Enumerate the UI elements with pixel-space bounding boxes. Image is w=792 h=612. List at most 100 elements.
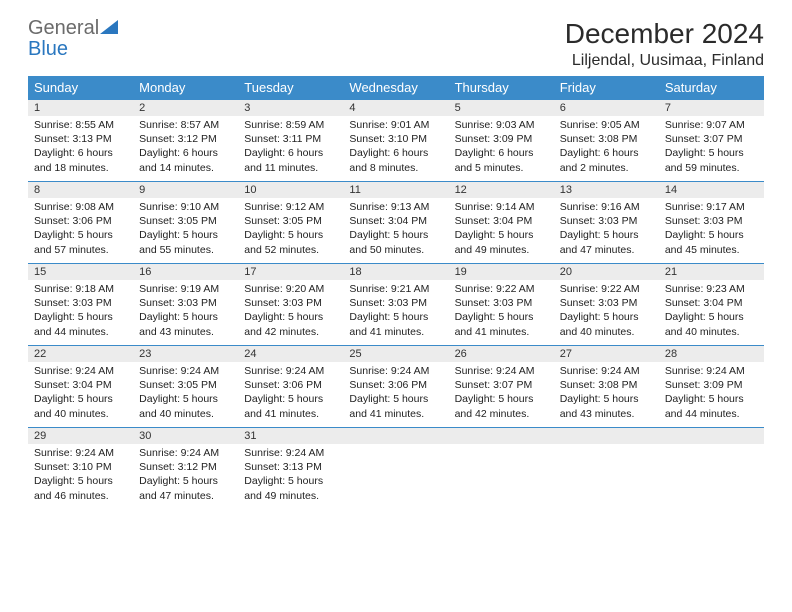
calendar-day-cell: 16Sunrise: 9:19 AMSunset: 3:03 PMDayligh… bbox=[133, 264, 238, 346]
weekday-header: Tuesday bbox=[238, 76, 343, 100]
day-details: Sunrise: 9:14 AMSunset: 3:04 PMDaylight:… bbox=[449, 198, 554, 261]
day-details: Sunrise: 9:24 AMSunset: 3:06 PMDaylight:… bbox=[343, 362, 448, 425]
day-details: Sunrise: 9:17 AMSunset: 3:03 PMDaylight:… bbox=[659, 198, 764, 261]
day-details: Sunrise: 9:01 AMSunset: 3:10 PMDaylight:… bbox=[343, 116, 448, 179]
day-details: Sunrise: 9:24 AMSunset: 3:09 PMDaylight:… bbox=[659, 362, 764, 425]
day-number: 9 bbox=[133, 182, 238, 198]
day-number: 20 bbox=[554, 264, 659, 280]
calendar-day-cell: 15Sunrise: 9:18 AMSunset: 3:03 PMDayligh… bbox=[28, 264, 133, 346]
calendar-week-row: 29Sunrise: 9:24 AMSunset: 3:10 PMDayligh… bbox=[28, 428, 764, 510]
calendar-head: SundayMondayTuesdayWednesdayThursdayFrid… bbox=[28, 76, 764, 100]
day-details: Sunrise: 9:18 AMSunset: 3:03 PMDaylight:… bbox=[28, 280, 133, 343]
day-number: 13 bbox=[554, 182, 659, 198]
calendar-day-cell: 20Sunrise: 9:22 AMSunset: 3:03 PMDayligh… bbox=[554, 264, 659, 346]
day-number: 12 bbox=[449, 182, 554, 198]
logo-text-block: General Blue bbox=[28, 18, 118, 60]
day-number: 2 bbox=[133, 100, 238, 116]
day-number: 27 bbox=[554, 346, 659, 362]
logo: General Blue bbox=[28, 18, 118, 60]
weekday-header: Saturday bbox=[659, 76, 764, 100]
day-number: 5 bbox=[449, 100, 554, 116]
calendar-day-cell: 24Sunrise: 9:24 AMSunset: 3:06 PMDayligh… bbox=[238, 346, 343, 428]
day-details: Sunrise: 9:22 AMSunset: 3:03 PMDaylight:… bbox=[554, 280, 659, 343]
calendar-day-cell: 17Sunrise: 9:20 AMSunset: 3:03 PMDayligh… bbox=[238, 264, 343, 346]
calendar-day-cell: 2Sunrise: 8:57 AMSunset: 3:12 PMDaylight… bbox=[133, 100, 238, 182]
calendar-day-cell: 3Sunrise: 8:59 AMSunset: 3:11 PMDaylight… bbox=[238, 100, 343, 182]
weekday-header: Wednesday bbox=[343, 76, 448, 100]
calendar-day-cell: 4Sunrise: 9:01 AMSunset: 3:10 PMDaylight… bbox=[343, 100, 448, 182]
day-details: Sunrise: 9:16 AMSunset: 3:03 PMDaylight:… bbox=[554, 198, 659, 261]
calendar-day-cell: 27Sunrise: 9:24 AMSunset: 3:08 PMDayligh… bbox=[554, 346, 659, 428]
calendar-day-cell: 18Sunrise: 9:21 AMSunset: 3:03 PMDayligh… bbox=[343, 264, 448, 346]
day-details: Sunrise: 9:22 AMSunset: 3:03 PMDaylight:… bbox=[449, 280, 554, 343]
day-details: Sunrise: 9:07 AMSunset: 3:07 PMDaylight:… bbox=[659, 116, 764, 179]
calendar-day-cell: 8Sunrise: 9:08 AMSunset: 3:06 PMDaylight… bbox=[28, 182, 133, 264]
calendar-day-cell: 6Sunrise: 9:05 AMSunset: 3:08 PMDaylight… bbox=[554, 100, 659, 182]
calendar-day-cell: 14Sunrise: 9:17 AMSunset: 3:03 PMDayligh… bbox=[659, 182, 764, 264]
calendar-empty-cell bbox=[659, 428, 764, 510]
day-details: Sunrise: 8:57 AMSunset: 3:12 PMDaylight:… bbox=[133, 116, 238, 179]
day-number: 16 bbox=[133, 264, 238, 280]
day-details: Sunrise: 9:24 AMSunset: 3:05 PMDaylight:… bbox=[133, 362, 238, 425]
title-block: December 2024 Liljendal, Uusimaa, Finlan… bbox=[565, 18, 764, 70]
calendar-day-cell: 5Sunrise: 9:03 AMSunset: 3:09 PMDaylight… bbox=[449, 100, 554, 182]
day-details: Sunrise: 9:24 AMSunset: 3:08 PMDaylight:… bbox=[554, 362, 659, 425]
day-number: 1 bbox=[28, 100, 133, 116]
month-title: December 2024 bbox=[565, 18, 764, 50]
day-number: 19 bbox=[449, 264, 554, 280]
day-number: 22 bbox=[28, 346, 133, 362]
day-details: Sunrise: 9:24 AMSunset: 3:12 PMDaylight:… bbox=[133, 444, 238, 507]
calendar-week-row: 15Sunrise: 9:18 AMSunset: 3:03 PMDayligh… bbox=[28, 264, 764, 346]
day-number: 23 bbox=[133, 346, 238, 362]
day-details: Sunrise: 9:24 AMSunset: 3:04 PMDaylight:… bbox=[28, 362, 133, 425]
calendar-day-cell: 9Sunrise: 9:10 AMSunset: 3:05 PMDaylight… bbox=[133, 182, 238, 264]
calendar-day-cell: 30Sunrise: 9:24 AMSunset: 3:12 PMDayligh… bbox=[133, 428, 238, 510]
calendar-table: SundayMondayTuesdayWednesdayThursdayFrid… bbox=[28, 76, 764, 510]
weekday-header: Sunday bbox=[28, 76, 133, 100]
day-details: Sunrise: 9:10 AMSunset: 3:05 PMDaylight:… bbox=[133, 198, 238, 261]
calendar-empty-cell bbox=[449, 428, 554, 510]
calendar-week-row: 8Sunrise: 9:08 AMSunset: 3:06 PMDaylight… bbox=[28, 182, 764, 264]
weekday-header: Friday bbox=[554, 76, 659, 100]
day-number: 10 bbox=[238, 182, 343, 198]
day-number: 8 bbox=[28, 182, 133, 198]
calendar-day-cell: 31Sunrise: 9:24 AMSunset: 3:13 PMDayligh… bbox=[238, 428, 343, 510]
day-details: Sunrise: 9:03 AMSunset: 3:09 PMDaylight:… bbox=[449, 116, 554, 179]
day-number: 3 bbox=[238, 100, 343, 116]
day-number: 21 bbox=[659, 264, 764, 280]
day-number: 25 bbox=[343, 346, 448, 362]
day-details: Sunrise: 9:24 AMSunset: 3:13 PMDaylight:… bbox=[238, 444, 343, 507]
day-number: 4 bbox=[343, 100, 448, 116]
day-number: 17 bbox=[238, 264, 343, 280]
day-details: Sunrise: 9:20 AMSunset: 3:03 PMDaylight:… bbox=[238, 280, 343, 343]
location-subtitle: Liljendal, Uusimaa, Finland bbox=[565, 52, 764, 70]
calendar-day-cell: 22Sunrise: 9:24 AMSunset: 3:04 PMDayligh… bbox=[28, 346, 133, 428]
day-details: Sunrise: 9:08 AMSunset: 3:06 PMDaylight:… bbox=[28, 198, 133, 261]
calendar-day-cell: 12Sunrise: 9:14 AMSunset: 3:04 PMDayligh… bbox=[449, 182, 554, 264]
calendar-day-cell: 23Sunrise: 9:24 AMSunset: 3:05 PMDayligh… bbox=[133, 346, 238, 428]
calendar-day-cell: 7Sunrise: 9:07 AMSunset: 3:07 PMDaylight… bbox=[659, 100, 764, 182]
weekday-header-row: SundayMondayTuesdayWednesdayThursdayFrid… bbox=[28, 76, 764, 100]
day-details: Sunrise: 9:24 AMSunset: 3:10 PMDaylight:… bbox=[28, 444, 133, 507]
triangle-icon bbox=[100, 20, 118, 34]
calendar-empty-cell bbox=[554, 428, 659, 510]
day-number: 29 bbox=[28, 428, 133, 444]
day-details: Sunrise: 9:12 AMSunset: 3:05 PMDaylight:… bbox=[238, 198, 343, 261]
calendar-week-row: 22Sunrise: 9:24 AMSunset: 3:04 PMDayligh… bbox=[28, 346, 764, 428]
calendar-day-cell: 26Sunrise: 9:24 AMSunset: 3:07 PMDayligh… bbox=[449, 346, 554, 428]
calendar-week-row: 1Sunrise: 8:55 AMSunset: 3:13 PMDaylight… bbox=[28, 100, 764, 182]
day-details: Sunrise: 9:05 AMSunset: 3:08 PMDaylight:… bbox=[554, 116, 659, 179]
weekday-header: Thursday bbox=[449, 76, 554, 100]
weekday-header: Monday bbox=[133, 76, 238, 100]
calendar-day-cell: 11Sunrise: 9:13 AMSunset: 3:04 PMDayligh… bbox=[343, 182, 448, 264]
day-number: 15 bbox=[28, 264, 133, 280]
day-number: 30 bbox=[133, 428, 238, 444]
day-details: Sunrise: 8:59 AMSunset: 3:11 PMDaylight:… bbox=[238, 116, 343, 179]
day-details: Sunrise: 9:19 AMSunset: 3:03 PMDaylight:… bbox=[133, 280, 238, 343]
calendar-day-cell: 1Sunrise: 8:55 AMSunset: 3:13 PMDaylight… bbox=[28, 100, 133, 182]
page: General Blue December 2024 Liljendal, Uu… bbox=[0, 0, 792, 528]
day-number: 11 bbox=[343, 182, 448, 198]
calendar-day-cell: 25Sunrise: 9:24 AMSunset: 3:06 PMDayligh… bbox=[343, 346, 448, 428]
day-details: Sunrise: 9:24 AMSunset: 3:07 PMDaylight:… bbox=[449, 362, 554, 425]
day-details: Sunrise: 9:21 AMSunset: 3:03 PMDaylight:… bbox=[343, 280, 448, 343]
